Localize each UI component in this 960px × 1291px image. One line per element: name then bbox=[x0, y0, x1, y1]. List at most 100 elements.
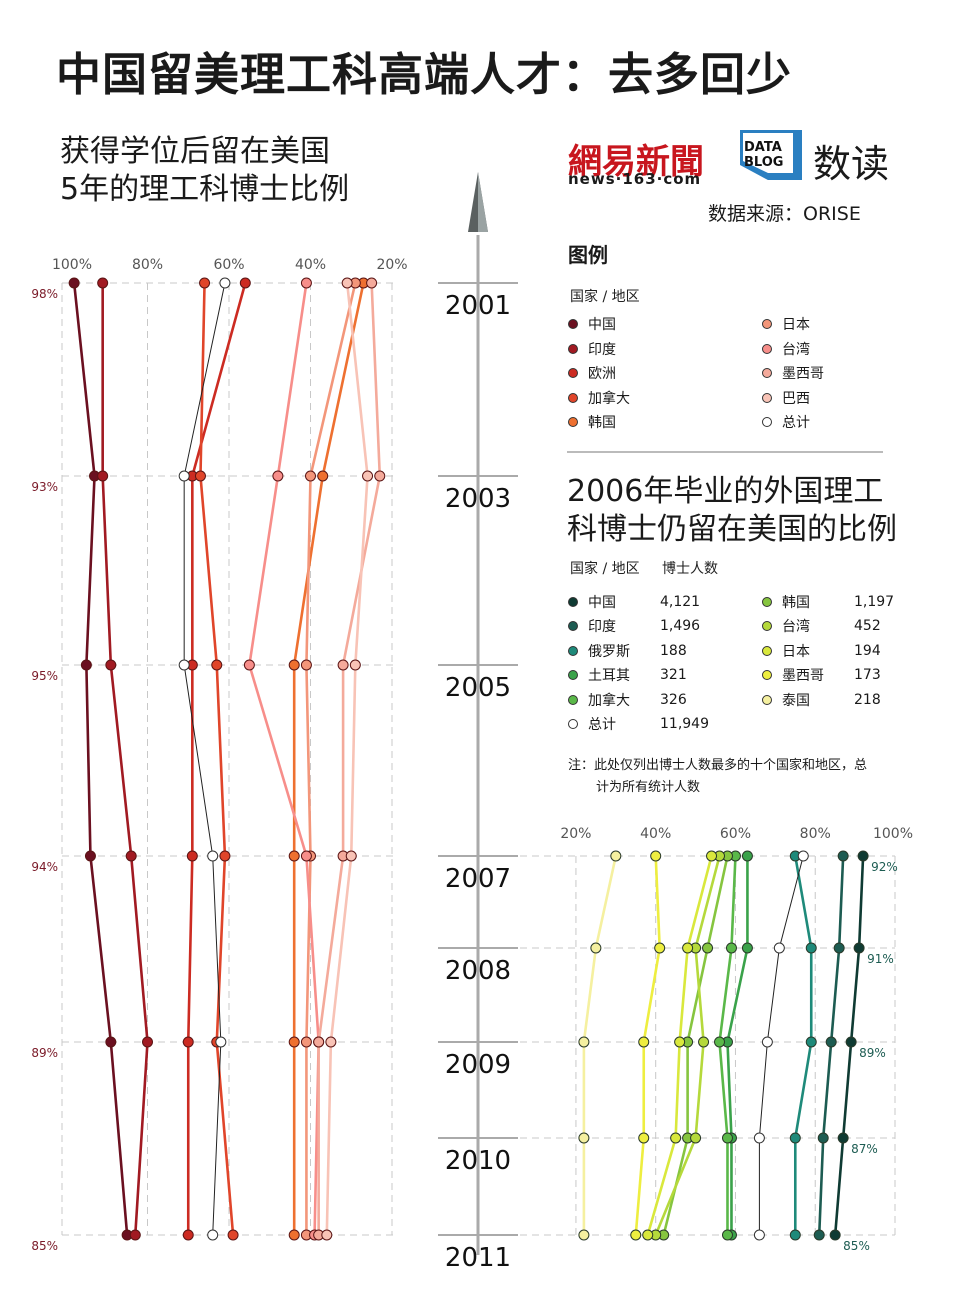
left-data-point bbox=[68, 277, 80, 289]
legend-swatch-icon bbox=[568, 645, 578, 656]
left-data-point bbox=[337, 659, 349, 671]
right-data-point bbox=[805, 1036, 817, 1048]
right-data-point bbox=[837, 1132, 849, 1144]
right-data-point bbox=[721, 1132, 733, 1144]
left-subtitle-line-1: 获得学位后留在美国 bbox=[60, 134, 330, 169]
right-x-tick-label: 20% bbox=[560, 826, 591, 842]
left-data-point bbox=[97, 277, 109, 289]
right-data-point bbox=[857, 850, 869, 862]
left-data-point bbox=[182, 1229, 194, 1241]
right-data-point bbox=[789, 1229, 801, 1241]
left-china-value-label: 94% bbox=[31, 860, 58, 874]
legend-swatch-icon bbox=[568, 694, 578, 705]
left-data-point bbox=[80, 659, 92, 671]
legend-item: 中国 bbox=[568, 314, 616, 334]
legend-label: 中国 bbox=[588, 595, 616, 611]
footnote-line-1: 注：此处仅列出博士人数最多的十个国家和地区，总 bbox=[568, 758, 868, 773]
left-data-point bbox=[97, 470, 109, 482]
left-data-point bbox=[321, 1229, 333, 1241]
phd-count: 1,496 bbox=[660, 618, 701, 635]
legend-swatch-icon bbox=[762, 645, 772, 656]
right-data-point bbox=[714, 1036, 726, 1048]
legend-label: 土耳其 bbox=[588, 668, 630, 685]
left-data-point bbox=[300, 277, 312, 289]
legend-swatch-icon bbox=[568, 319, 578, 329]
left-data-point bbox=[239, 277, 251, 289]
legend-item: 总计 11,949 bbox=[568, 714, 709, 734]
right-subtitle-line-1: 2006年毕业的外国理工 bbox=[567, 474, 884, 509]
right-data-point bbox=[638, 1132, 650, 1144]
legend-label: 欧洲 bbox=[588, 366, 616, 382]
left-china-value-label: 85% bbox=[31, 1239, 58, 1253]
left-data-point bbox=[288, 1036, 300, 1048]
right-data-point bbox=[825, 1036, 837, 1048]
right-data-point bbox=[682, 942, 694, 954]
left-data-point bbox=[129, 1229, 141, 1241]
left-data-point bbox=[178, 659, 190, 671]
right-data-point bbox=[578, 1036, 590, 1048]
left-data-point bbox=[288, 1229, 300, 1241]
right-x-tick-label: 40% bbox=[640, 826, 671, 842]
right-x-tick-label: 80% bbox=[800, 826, 831, 842]
right-data-point bbox=[741, 850, 753, 862]
legend-header: 国家 / 地区 bbox=[570, 289, 640, 305]
legend-item: 韩国 1,197 bbox=[762, 592, 894, 612]
legend-swatch-icon bbox=[762, 368, 772, 378]
left-x-tick-label: 80% bbox=[132, 257, 163, 273]
left-data-point bbox=[199, 277, 211, 289]
legend-swatch-icon bbox=[568, 343, 578, 354]
left-china-value-label: 98% bbox=[31, 287, 58, 301]
legend-item: 土耳其 321 bbox=[568, 665, 687, 685]
legend-item: 墨西哥 173 bbox=[762, 665, 881, 685]
netease-url: news·163·com bbox=[568, 170, 702, 188]
left-data-point bbox=[305, 470, 316, 482]
legend-swatch-icon bbox=[568, 417, 578, 427]
left-series-line bbox=[305, 282, 357, 1235]
legend-label: 巴西 bbox=[782, 390, 810, 407]
left-data-point bbox=[341, 277, 353, 289]
right-data-point bbox=[833, 942, 845, 954]
legend-item: 日本 bbox=[762, 314, 810, 334]
legend-item: 墨西哥 bbox=[762, 363, 824, 383]
year-label: 2011 bbox=[445, 1243, 511, 1273]
right-data-point bbox=[753, 1229, 765, 1241]
left-data-point bbox=[300, 1036, 312, 1048]
right-china-value-label: 92% bbox=[871, 860, 898, 874]
right-data-point bbox=[674, 1036, 686, 1048]
right-data-point bbox=[773, 942, 785, 954]
footnote-line-2: 计为所有统计人数 bbox=[596, 780, 701, 795]
left-data-point bbox=[178, 470, 190, 482]
netease-news-logo: 網易新聞 bbox=[568, 142, 704, 182]
phd-count: 326 bbox=[660, 691, 687, 708]
left-data-point bbox=[313, 1036, 325, 1048]
left-data-point bbox=[211, 659, 223, 671]
legend-swatch-icon bbox=[762, 343, 772, 354]
left-data-point bbox=[105, 1036, 117, 1048]
right-data-point bbox=[630, 1229, 642, 1241]
right-china-value-label: 87% bbox=[851, 1142, 878, 1156]
left-data-point bbox=[219, 277, 231, 289]
footnote: 注：此处仅列出博士人数最多的十个国家和地区，总 计为所有统计人数 bbox=[568, 755, 898, 799]
left-china-value-label: 93% bbox=[31, 480, 58, 494]
datablog-cn: 数读 bbox=[813, 142, 890, 186]
legend-swatch-icon bbox=[568, 719, 578, 729]
left-data-point bbox=[272, 470, 284, 482]
left-china-value-label: 89% bbox=[31, 1046, 58, 1060]
legend-item: 台湾 452 bbox=[762, 616, 881, 636]
right-data-point bbox=[837, 850, 849, 862]
legend-swatch-icon bbox=[762, 417, 772, 427]
right-data-point bbox=[698, 1036, 710, 1048]
left-data-point bbox=[207, 850, 219, 862]
phd-count: 11,949 bbox=[660, 716, 709, 732]
right-data-point bbox=[805, 942, 817, 954]
left-data-point bbox=[227, 1229, 239, 1241]
phd-count: 1,197 bbox=[854, 594, 895, 610]
right-data-point bbox=[789, 1132, 801, 1144]
table-header-count: 博士人数 bbox=[662, 561, 718, 577]
right-data-point bbox=[590, 942, 602, 954]
right-data-point bbox=[706, 850, 718, 862]
left-data-point bbox=[194, 470, 206, 482]
year-label: 2009 bbox=[445, 1050, 511, 1080]
right-data-point bbox=[829, 1229, 841, 1241]
